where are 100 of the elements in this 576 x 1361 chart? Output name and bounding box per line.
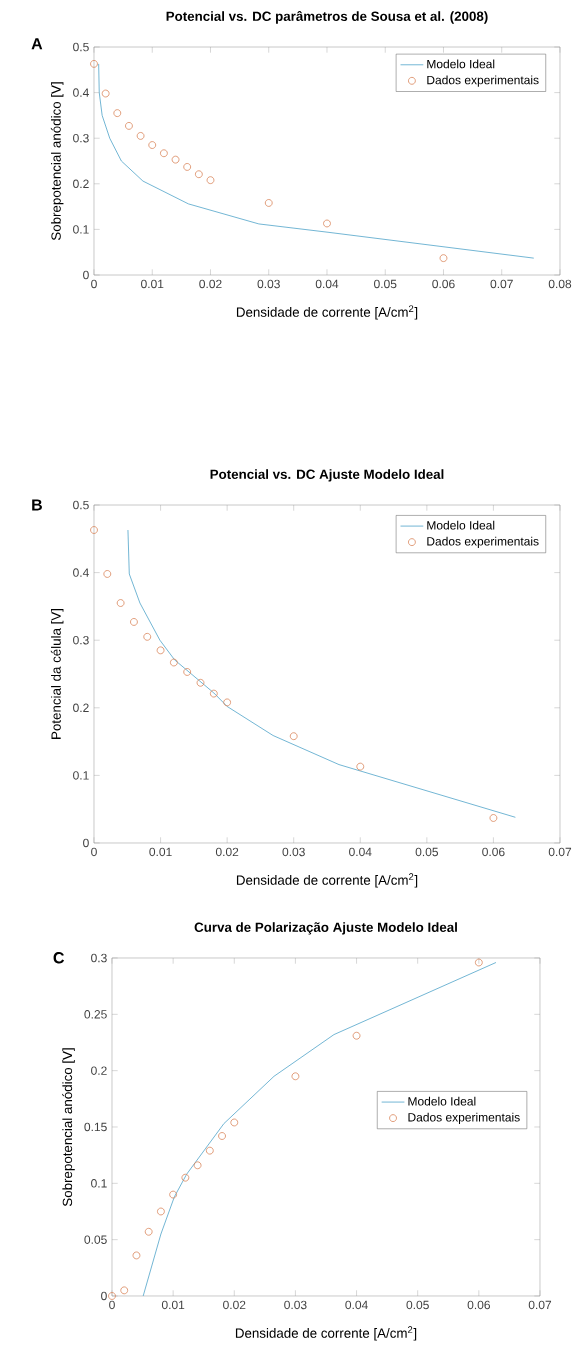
chart-title: Potencial vs. DC Ajuste Modelo Ideal [210,469,444,482]
point [90,60,98,68]
x-tick-label: 0.02 [215,847,239,857]
x-tick-label: 0.03 [282,847,305,857]
point [323,219,331,228]
chart-title: Potencial vs. DC parâmetros de Sousa et al. (2008) [166,10,488,24]
y-tick-label: 0 [101,1291,107,1301]
x-tick-label: 0.04 [349,847,372,857]
point [156,646,165,655]
point [143,632,152,641]
x-tick-label: 0.05 [415,847,438,857]
point [159,149,168,158]
point [230,1118,239,1127]
x-axis-title: Densidade de corrente [A/cm$^{2}$] [236,305,418,320]
x-tick-label: 0.02 [199,279,222,289]
point [90,526,98,534]
point [196,678,205,687]
point [291,1072,300,1081]
point [183,668,192,676]
point [108,1292,116,1300]
point [181,1173,190,1182]
point [125,122,133,130]
x-tick-label: 0.01 [161,1300,185,1310]
y-tick-label: 0.5 [73,42,89,52]
y-tick-label: 0.25 [84,1010,107,1019]
point [223,698,231,707]
x-tick-label: 0.06 [482,847,505,857]
x-tick-label: 0.05 [373,279,397,289]
x-tick-label: 0.01 [149,847,172,857]
point [120,1286,129,1295]
y-axis-title: Potencial da célula [V] [50,609,64,739]
point [169,1190,177,1199]
point [183,163,192,171]
y-tick-label: 0.1 [91,1179,107,1188]
x-tick-label: 0.08 [548,279,572,289]
point [218,1132,226,1140]
text: C [53,952,65,964]
y-tick-label: 0.15 [84,1122,107,1132]
point [289,732,298,741]
y-tick-label: 0.2 [91,1066,107,1075]
y-tick-label: 0.3 [91,953,107,963]
text: A [31,38,43,50]
point [356,762,365,771]
x-tick-label: 0.07 [548,847,572,857]
y-tick-label: 0.4 [73,88,89,97]
x-tick-label: 0.03 [284,1300,307,1310]
y-tick-label: 0.2 [73,703,89,713]
point [205,1146,214,1155]
y-tick-label: 0.4 [73,568,89,577]
y-tick-label: 0.5 [73,500,89,510]
y-tick-label: 0 [83,838,89,848]
legend-label: Modelo Ideal [427,520,495,530]
x-tick-label: 0.01 [140,279,164,289]
point [352,1031,361,1040]
x-tick-label: 0.07 [528,1300,551,1310]
point [144,1227,153,1236]
legend-label: Dados experimentais [427,75,539,87]
x-tick-label: 0.04 [315,279,339,289]
point [116,599,125,607]
y-axis-title: Sobrepotencial anódico [V] [62,1048,75,1207]
y-axis-title: Sobrepotencial anódico [V] [50,82,64,241]
x-axis-title: Densidade de corrente [A/cm$^{2}$] [235,1326,417,1341]
point [101,89,110,98]
point [209,689,218,698]
point [113,109,122,117]
x-tick-label: 0 [109,1300,115,1310]
x-tick-label: 0.05 [406,1300,429,1310]
text: B [32,499,42,511]
x-axis-title: Densidade de corrente [A/cm$^{2}$] [236,873,418,888]
y-tick-label: 0.1 [73,771,89,780]
point [169,658,178,667]
point [136,132,145,140]
point [132,1251,141,1260]
point [148,141,157,149]
x-tick-label: 0.03 [257,279,280,289]
point [194,170,203,179]
x-tick-label: 0.07 [490,279,513,289]
y-tick-label: 0.2 [73,179,89,189]
legend-label: Dados experimentais [427,536,539,548]
point [103,570,112,578]
legend-label: Modelo Ideal [408,1096,476,1106]
x-tick-label: 0.02 [223,1300,246,1310]
y-tick-label: 0.3 [73,635,89,645]
y-tick-label: 0.05 [84,1235,107,1244]
point [439,254,448,262]
point [474,958,483,967]
legend-label: Dados experimentais [408,1112,520,1124]
point [206,176,215,185]
y-tick-label: 0.3 [73,133,89,143]
chart-title: Curva de Polarização Ajuste Modelo Ideal [194,922,457,935]
point [193,1161,202,1170]
legend-label: Modelo Ideal [427,59,495,69]
point [171,155,180,164]
x-tick-label: 0.06 [467,1300,490,1310]
x-tick-label: 0.06 [432,279,455,289]
point [264,199,273,207]
x-tick-label: 0.04 [345,1300,368,1310]
point [157,1207,165,1216]
y-tick-label: 0 [83,270,89,280]
point [130,618,138,626]
